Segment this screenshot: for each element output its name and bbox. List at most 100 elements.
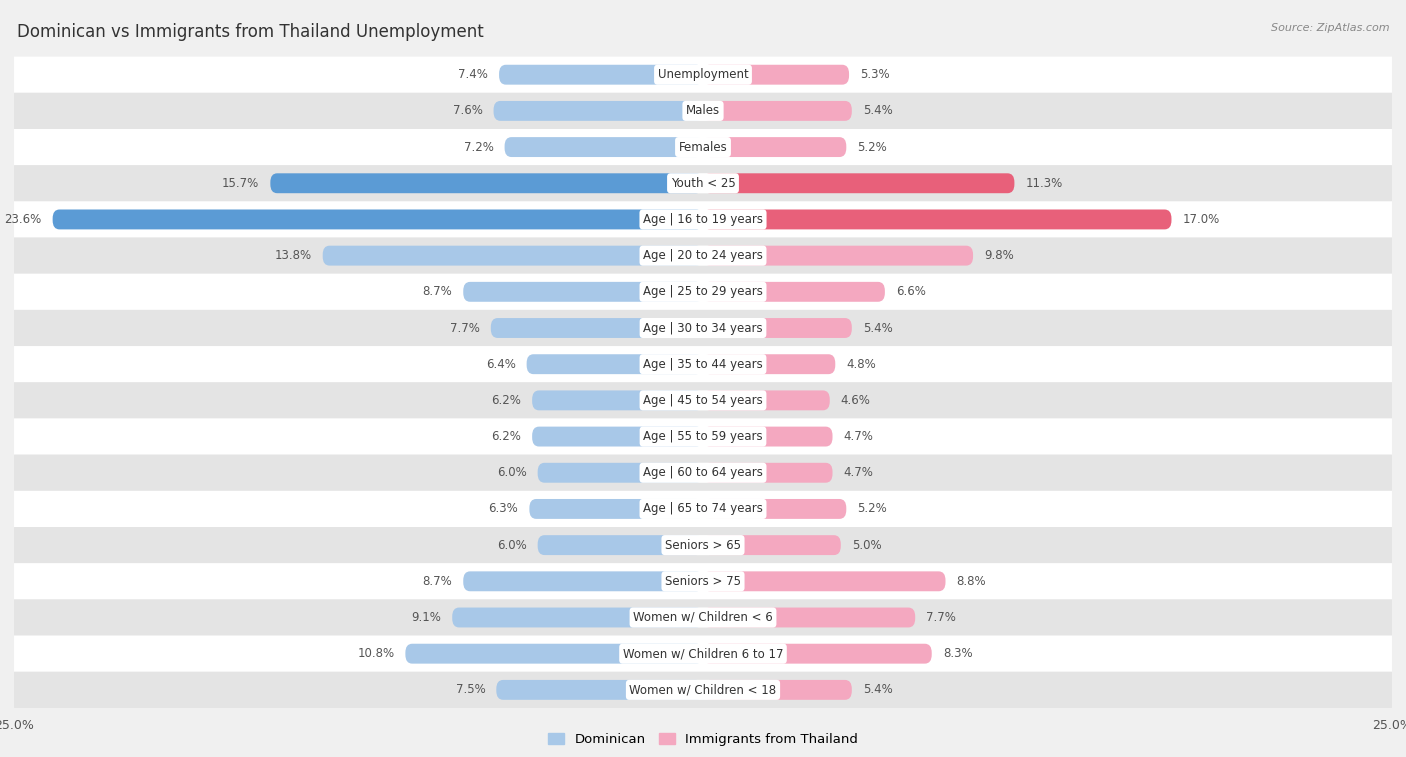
Bar — [527, 354, 703, 374]
Text: 4.7%: 4.7% — [844, 430, 873, 443]
Bar — [463, 572, 703, 591]
Bar — [270, 173, 703, 193]
Bar — [530, 499, 703, 519]
Text: 7.7%: 7.7% — [450, 322, 479, 335]
Text: 5.4%: 5.4% — [863, 322, 893, 335]
Text: Age | 30 to 34 years: Age | 30 to 34 years — [643, 322, 763, 335]
Text: 7.5%: 7.5% — [456, 684, 485, 696]
Bar — [491, 318, 703, 338]
Text: 13.8%: 13.8% — [274, 249, 312, 262]
Bar — [703, 608, 915, 628]
Bar — [703, 318, 852, 338]
Bar — [703, 282, 884, 302]
Text: Youth < 25: Youth < 25 — [671, 177, 735, 190]
FancyBboxPatch shape — [703, 246, 973, 266]
Text: Seniors > 65: Seniors > 65 — [665, 539, 741, 552]
FancyBboxPatch shape — [14, 274, 1392, 310]
Bar — [703, 354, 835, 374]
Text: Dominican vs Immigrants from Thailand Unemployment: Dominican vs Immigrants from Thailand Un… — [17, 23, 484, 41]
Text: 4.8%: 4.8% — [846, 358, 876, 371]
FancyBboxPatch shape — [703, 318, 852, 338]
FancyBboxPatch shape — [14, 527, 1392, 563]
Text: 5.3%: 5.3% — [860, 68, 890, 81]
Bar — [703, 173, 1014, 193]
Text: 9.8%: 9.8% — [984, 249, 1014, 262]
FancyBboxPatch shape — [496, 680, 703, 699]
FancyBboxPatch shape — [14, 455, 1392, 491]
Text: 8.3%: 8.3% — [943, 647, 973, 660]
Bar — [703, 680, 852, 699]
Text: 6.3%: 6.3% — [489, 503, 519, 516]
Bar — [703, 137, 846, 157]
FancyBboxPatch shape — [14, 563, 1392, 600]
FancyBboxPatch shape — [703, 427, 832, 447]
FancyBboxPatch shape — [505, 137, 703, 157]
FancyBboxPatch shape — [703, 137, 846, 157]
Text: Age | 45 to 54 years: Age | 45 to 54 years — [643, 394, 763, 407]
FancyBboxPatch shape — [703, 499, 846, 519]
FancyBboxPatch shape — [499, 65, 703, 85]
FancyBboxPatch shape — [270, 173, 703, 193]
Bar — [703, 499, 846, 519]
FancyBboxPatch shape — [703, 680, 852, 699]
Bar — [703, 210, 1171, 229]
FancyBboxPatch shape — [405, 643, 703, 664]
Text: 10.8%: 10.8% — [357, 647, 394, 660]
Bar — [537, 463, 703, 483]
Text: 8.7%: 8.7% — [422, 575, 453, 587]
Bar — [703, 391, 830, 410]
Text: 6.2%: 6.2% — [491, 430, 522, 443]
FancyBboxPatch shape — [14, 238, 1392, 274]
Text: 23.6%: 23.6% — [4, 213, 42, 226]
FancyBboxPatch shape — [703, 210, 1171, 229]
Bar — [52, 210, 703, 229]
FancyBboxPatch shape — [527, 354, 703, 374]
FancyBboxPatch shape — [14, 129, 1392, 165]
Text: Age | 25 to 29 years: Age | 25 to 29 years — [643, 285, 763, 298]
FancyBboxPatch shape — [703, 282, 884, 302]
Text: 4.6%: 4.6% — [841, 394, 870, 407]
Text: 5.4%: 5.4% — [863, 104, 893, 117]
FancyBboxPatch shape — [14, 346, 1392, 382]
FancyBboxPatch shape — [537, 535, 703, 555]
Text: Source: ZipAtlas.com: Source: ZipAtlas.com — [1271, 23, 1389, 33]
Bar — [537, 535, 703, 555]
Text: Age | 65 to 74 years: Age | 65 to 74 years — [643, 503, 763, 516]
Bar — [496, 680, 703, 699]
Text: 6.6%: 6.6% — [896, 285, 925, 298]
Bar — [703, 463, 832, 483]
FancyBboxPatch shape — [530, 499, 703, 519]
FancyBboxPatch shape — [703, 101, 852, 121]
FancyBboxPatch shape — [14, 93, 1392, 129]
Bar — [463, 282, 703, 302]
FancyBboxPatch shape — [14, 165, 1392, 201]
FancyBboxPatch shape — [531, 427, 703, 447]
FancyBboxPatch shape — [14, 382, 1392, 419]
Text: Seniors > 75: Seniors > 75 — [665, 575, 741, 587]
FancyBboxPatch shape — [14, 310, 1392, 346]
FancyBboxPatch shape — [703, 354, 835, 374]
FancyBboxPatch shape — [703, 65, 849, 85]
FancyBboxPatch shape — [14, 636, 1392, 671]
Text: 6.0%: 6.0% — [496, 539, 527, 552]
Text: Age | 20 to 24 years: Age | 20 to 24 years — [643, 249, 763, 262]
Text: 8.8%: 8.8% — [956, 575, 986, 587]
Bar — [531, 427, 703, 447]
Bar — [494, 101, 703, 121]
Text: 6.2%: 6.2% — [491, 394, 522, 407]
FancyBboxPatch shape — [14, 600, 1392, 636]
Text: Males: Males — [686, 104, 720, 117]
Bar — [405, 643, 703, 664]
Text: Age | 55 to 59 years: Age | 55 to 59 years — [643, 430, 763, 443]
Text: 4.7%: 4.7% — [844, 466, 873, 479]
Bar — [505, 137, 703, 157]
FancyBboxPatch shape — [703, 391, 830, 410]
FancyBboxPatch shape — [537, 463, 703, 483]
Text: 5.2%: 5.2% — [858, 141, 887, 154]
FancyBboxPatch shape — [703, 608, 915, 628]
Bar — [703, 101, 852, 121]
FancyBboxPatch shape — [531, 391, 703, 410]
Bar — [323, 246, 703, 266]
Text: 7.2%: 7.2% — [464, 141, 494, 154]
Text: 5.2%: 5.2% — [858, 503, 887, 516]
